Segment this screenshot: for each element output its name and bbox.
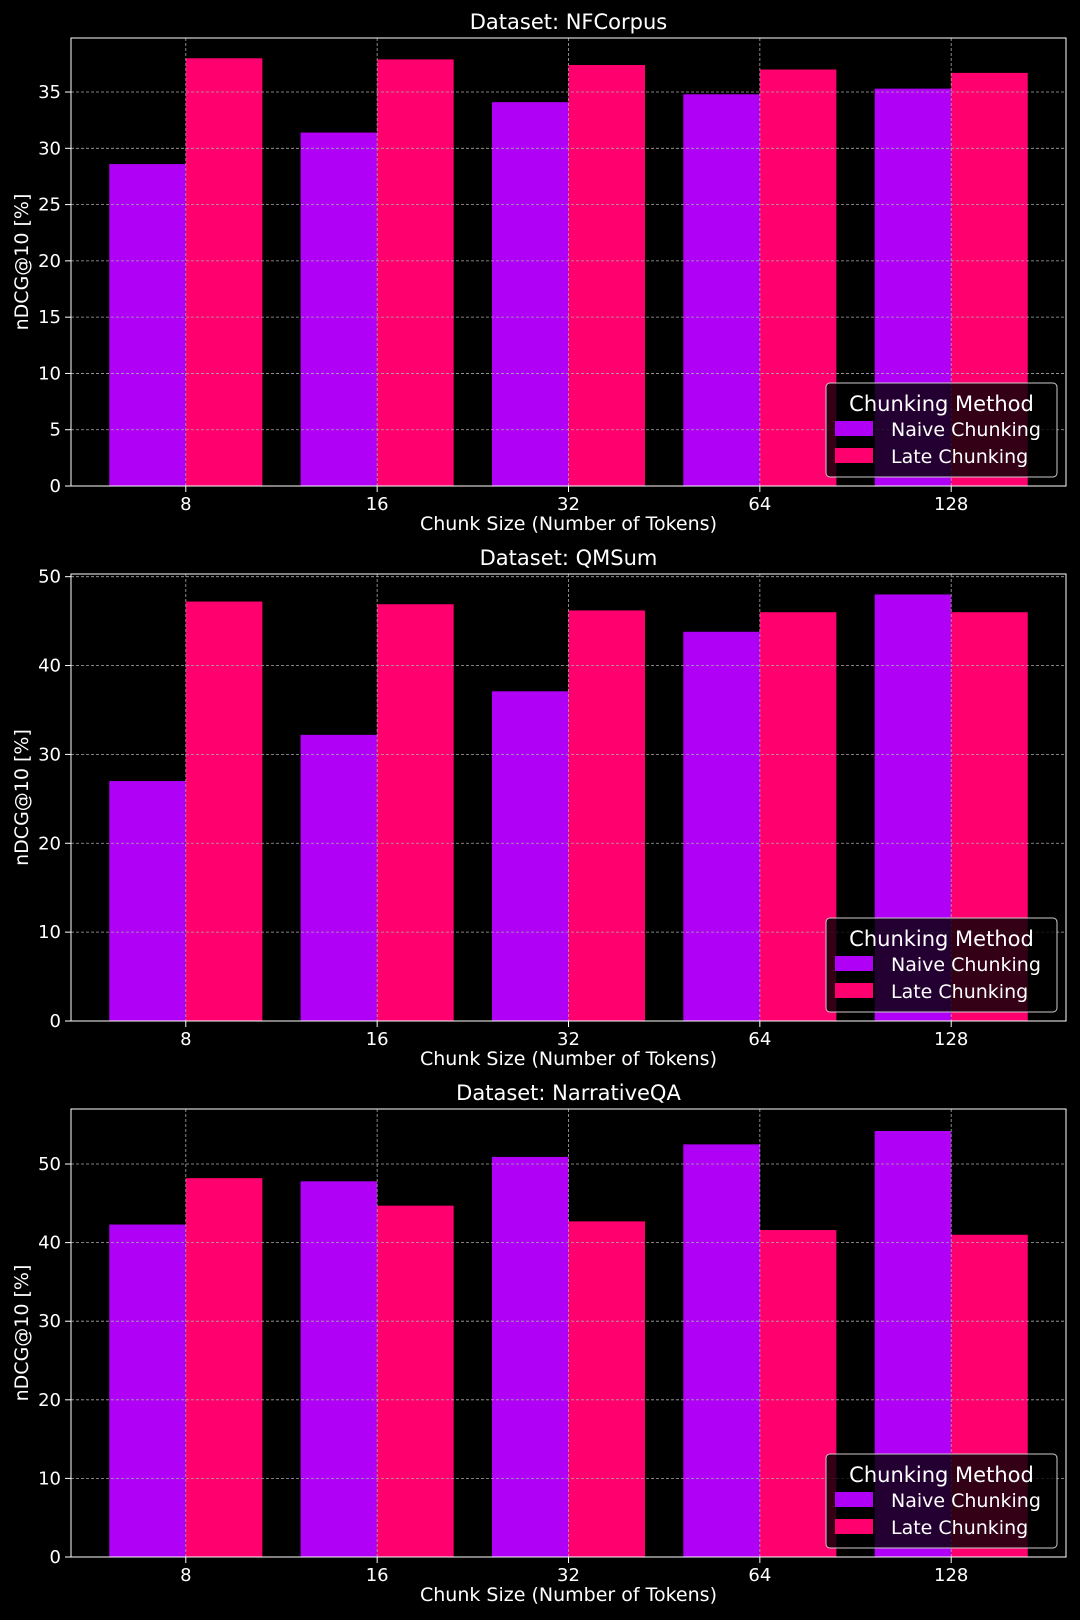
bar-naive-64 — [683, 631, 760, 1021]
y-tick-label: 20 — [38, 1390, 61, 1411]
chart-title: Dataset: NFCorpus — [470, 10, 668, 34]
legend-swatch-naive — [835, 956, 873, 971]
bar-naive-32 — [491, 102, 569, 487]
y-tick-label: 10 — [38, 363, 61, 384]
x-axis-label: Chunk Size (Number of Tokens) — [420, 513, 717, 535]
legend-title: Chunking Method — [849, 392, 1034, 416]
bar-naive-8 — [109, 1224, 186, 1557]
bar-late-8 — [185, 1178, 263, 1557]
x-tick-label: 8 — [180, 1565, 191, 1586]
bar-naive-32 — [491, 1156, 569, 1557]
bar-naive-16 — [300, 132, 378, 486]
legend-swatch-naive — [835, 1492, 873, 1507]
legend-swatch-late — [835, 1519, 873, 1534]
chart-title: Dataset: QMSum — [480, 546, 658, 570]
legend-box — [825, 382, 1058, 478]
x-tick-label: 16 — [366, 1029, 389, 1050]
x-tick-label: 32 — [557, 1565, 580, 1586]
subplot-1: 0 5 10 15 20 25 30 35 8 16 32 64 128 Dataset: NFCorpu… — [11, 10, 1067, 535]
legend: Chunking Method Naive Chunking Late Chunki… — [825, 382, 1058, 478]
legend-box — [825, 917, 1058, 1013]
legend-label-naive: Naive Chunking — [891, 954, 1041, 976]
legend-label-late: Late Chunking — [891, 1517, 1028, 1539]
y-tick-label: 10 — [38, 1468, 61, 1489]
legend-label-late: Late Chunking — [891, 446, 1028, 468]
x-tick-label: 128 — [934, 1565, 968, 1586]
x-tick-label: 128 — [934, 1029, 968, 1050]
x-tick-label: 8 — [180, 1029, 191, 1050]
bar-late-32 — [568, 1221, 646, 1557]
subplot-3: 0 10 20 30 40 50 8 16 32 64 128 Dataset: NarrativeQ… — [11, 1081, 1067, 1606]
x-tick-label: 16 — [366, 494, 389, 515]
bar-naive-8 — [109, 781, 186, 1021]
bar-late-8 — [185, 601, 263, 1021]
x-tick-label: 8 — [180, 494, 191, 515]
y-tick-label: 0 — [50, 476, 61, 497]
legend-label-naive: Naive Chunking — [891, 419, 1041, 441]
y-tick-label: 35 — [38, 82, 61, 103]
bar-late-8 — [185, 58, 263, 487]
legend-swatch-naive — [835, 421, 873, 436]
y-tick-label: 40 — [38, 656, 61, 677]
y-tick-label: 30 — [38, 744, 61, 765]
x-tick-label: 64 — [748, 494, 771, 515]
y-tick-label: 5 — [50, 420, 61, 441]
chart-title: Dataset: NarrativeQA — [456, 1081, 681, 1105]
bar-late-16 — [377, 1205, 454, 1557]
bar-naive-64 — [683, 1144, 760, 1557]
x-tick-label: 64 — [748, 1029, 771, 1050]
y-tick-label: 50 — [38, 1154, 61, 1175]
y-tick-label: 30 — [38, 1311, 61, 1332]
bar-late-16 — [377, 59, 454, 487]
legend-swatch-late — [835, 448, 873, 463]
bar-naive-16 — [300, 734, 378, 1021]
bar-late-64 — [759, 1230, 837, 1557]
bar-late-32 — [568, 610, 646, 1021]
bar-late-64 — [759, 69, 837, 487]
bar-naive-8 — [109, 164, 186, 486]
bar-late-64 — [759, 612, 837, 1021]
y-axis-label: nDCG@10 [%] — [11, 729, 33, 866]
bar-late-16 — [377, 604, 454, 1021]
bar-naive-64 — [683, 94, 760, 487]
bar-naive-16 — [300, 1181, 378, 1557]
legend: Chunking Method Naive Chunking Late Chunki… — [825, 1453, 1058, 1549]
legend-title: Chunking Method — [849, 1463, 1034, 1487]
x-tick-label: 64 — [748, 1565, 771, 1586]
y-tick-label: 0 — [50, 1011, 61, 1032]
y-tick-label: 20 — [38, 251, 61, 272]
legend: Chunking Method Naive Chunking Late Chunki… — [825, 917, 1058, 1013]
legend-swatch-late — [835, 983, 873, 998]
y-tick-label: 40 — [38, 1233, 61, 1254]
legend-label-late: Late Chunking — [891, 981, 1028, 1003]
x-tick-label: 32 — [557, 494, 580, 515]
y-tick-label: 30 — [38, 138, 61, 159]
y-tick-label: 25 — [38, 195, 61, 216]
y-tick-label: 15 — [38, 307, 61, 328]
x-tick-label: 16 — [366, 1565, 389, 1586]
y-tick-label: 0 — [50, 1547, 61, 1568]
y-tick-label: 10 — [38, 922, 61, 943]
x-axis-label: Chunk Size (Number of Tokens) — [420, 1048, 717, 1070]
x-tick-label: 32 — [557, 1029, 580, 1050]
x-axis-label: Chunk Size (Number of Tokens) — [420, 1584, 717, 1606]
legend-label-naive: Naive Chunking — [891, 1490, 1041, 1512]
bar-naive-32 — [491, 691, 569, 1021]
y-tick-label: 50 — [38, 567, 61, 588]
subplot-2: 0 10 20 30 40 50 8 16 32 64 128 Dataset: QMSum Chunk… — [11, 546, 1067, 1070]
legend-box — [825, 1453, 1058, 1549]
legend-title: Chunking Method — [849, 927, 1034, 951]
bar-late-32 — [568, 65, 646, 486]
y-axis-label: nDCG@10 [%] — [11, 194, 33, 331]
y-axis-label: nDCG@10 [%] — [11, 1265, 33, 1402]
x-tick-label: 128 — [934, 494, 968, 515]
y-tick-label: 20 — [38, 833, 61, 854]
